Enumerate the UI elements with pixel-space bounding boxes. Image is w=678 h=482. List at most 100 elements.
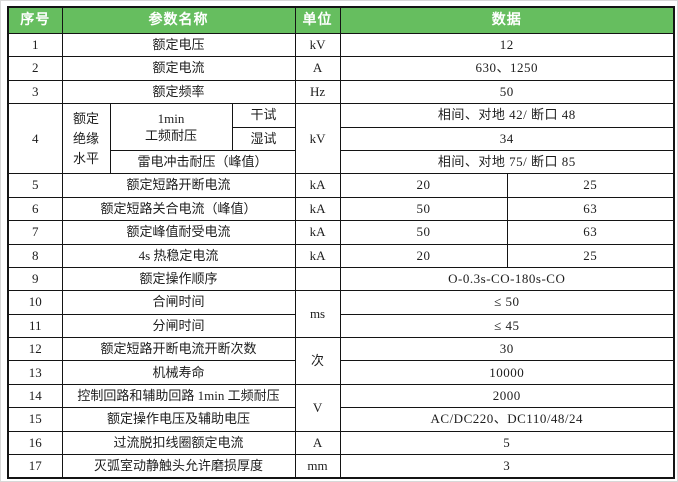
table-row: 12 额定短路开断电流开断次数 次 30 xyxy=(7,337,675,385)
group-label-line: 水平 xyxy=(72,150,99,166)
param-cell: 过流脱扣线圈额定电流 xyxy=(61,430,296,456)
data-cell-b: 25 xyxy=(506,243,675,268)
serial-cell: 10 xyxy=(7,290,63,315)
param-cell: 额定电流 xyxy=(61,56,296,81)
table-row: 9 额定操作顺序 O-0.3s-CO-180s-CO xyxy=(7,266,675,292)
table-row: 湿试 34 xyxy=(8,126,675,151)
data-cell: 12 xyxy=(339,32,675,58)
serial-cell: 3 xyxy=(7,79,63,105)
serial-cell: 8 xyxy=(7,243,63,268)
table-row: 11 分闸时间 ≤ 45 xyxy=(7,313,675,339)
unit-cell: V xyxy=(294,383,341,432)
unit-cell: kA xyxy=(294,220,341,245)
table-row: 17 灭弧室动静触头允许磨损厚度 mm 3 xyxy=(7,454,675,479)
lightning-impulse-cell: 雷电冲击耐压（峰值） xyxy=(109,149,296,175)
dry-test-cell: 干试 xyxy=(231,103,296,128)
param-cell: 额定短路关合电流（峰值） xyxy=(61,196,296,222)
data-cell: 30 xyxy=(339,337,675,362)
param-cell: 灭弧室动静触头允许磨损厚度 xyxy=(61,454,296,479)
table-row: 4 额定 绝缘 水平 1min 工频耐压 干试 kV 相间、对地 42/ 断口 … xyxy=(7,103,675,175)
serial-cell: 11 xyxy=(7,313,63,339)
header-param-name: 参数名称 xyxy=(61,6,296,34)
unit-cell xyxy=(294,266,341,292)
table-row: 15 额定操作电压及辅助电压 AC/DC220、DC110/48/24 xyxy=(7,407,675,432)
unit-cell: A xyxy=(294,430,341,456)
data-cell: 相间、对地 42/ 断口 48 xyxy=(339,103,675,128)
data-cell-a: 50 xyxy=(339,220,508,245)
serial-cell: 7 xyxy=(7,220,63,245)
table-row: 10 合闸时间 ms ≤ 50 xyxy=(7,290,675,339)
serial-cell: 13 xyxy=(7,360,63,385)
unit-cell: mm xyxy=(294,454,341,479)
data-cell-b: 63 xyxy=(506,220,675,245)
serial-cell: 4 xyxy=(7,103,63,175)
table-row: 5 额定短路开断电流 kA 20 25 xyxy=(7,173,675,198)
data-cell: 34 xyxy=(339,126,675,151)
serial-cell: 17 xyxy=(7,454,63,479)
data-cell: 50 xyxy=(339,79,675,105)
serial-cell: 2 xyxy=(7,56,63,81)
power-freq-label-line: 工频耐压 xyxy=(144,128,197,144)
data-cell: O-0.3s-CO-180s-CO xyxy=(339,266,675,292)
data-cell-b: 63 xyxy=(506,196,675,222)
param-cell: 额定短路开断电流开断次数 xyxy=(61,337,296,362)
wet-test-cell: 湿试 xyxy=(231,126,296,151)
group-label-line: 绝缘 xyxy=(72,130,99,146)
header-row: 序号 参数名称 单位 数据 xyxy=(7,6,675,34)
power-frequency-withstand-cell: 1min 工频耐压 xyxy=(109,103,233,151)
data-cell: 10000 xyxy=(339,360,675,385)
serial-cell: 5 xyxy=(7,173,63,198)
param-cell: 额定电压 xyxy=(61,32,296,58)
serial-cell: 1 xyxy=(7,32,63,58)
unit-cell: ms xyxy=(294,290,341,339)
data-cell: 3 xyxy=(339,454,675,479)
table-row: 6 额定短路关合电流（峰值） kA 50 63 xyxy=(7,196,675,222)
table-row: 8 4s 热稳定电流 kA 20 25 xyxy=(7,243,675,268)
data-cell: AC/DC220、DC110/48/24 xyxy=(339,407,675,432)
header-serial: 序号 xyxy=(7,6,63,34)
unit-cell: kA xyxy=(294,196,341,222)
serial-cell: 16 xyxy=(7,430,63,456)
unit-cell: kA xyxy=(294,173,341,198)
param-cell: 额定频率 xyxy=(61,79,296,105)
header-data: 数据 xyxy=(339,6,675,34)
table-row: 雷电冲击耐压（峰值） 相间、对地 75/ 断口 85 xyxy=(8,149,675,175)
power-freq-label-line: 1min xyxy=(157,111,185,127)
table-row: 1 额定电压 kV 12 xyxy=(7,32,675,58)
param-cell: 额定短路开断电流 xyxy=(61,173,296,198)
table-row: 3 额定频率 Hz 50 xyxy=(7,79,675,105)
data-cell: 2000 xyxy=(339,383,675,409)
param-cell: 4s 热稳定电流 xyxy=(61,243,296,268)
table-row: 16 过流脱扣线圈额定电流 A 5 xyxy=(7,430,675,456)
data-cell-a: 50 xyxy=(339,196,508,222)
serial-cell: 12 xyxy=(7,337,63,362)
header-unit: 单位 xyxy=(294,6,341,34)
table-row: 14 控制回路和辅助回路 1min 工频耐压 V 2000 xyxy=(7,383,675,432)
unit-cell: 次 xyxy=(294,337,341,385)
insulation-level-group-cell: 额定 绝缘 水平 xyxy=(61,103,111,175)
table-row: 7 额定峰值耐受电流 kA 50 63 xyxy=(7,220,675,245)
data-cell-a: 20 xyxy=(339,243,508,268)
unit-cell: kV xyxy=(294,103,341,175)
param-cell: 额定操作顺序 xyxy=(61,266,296,292)
group-label-line: 额定 xyxy=(72,110,99,126)
unit-cell: kA xyxy=(294,243,341,268)
serial-cell: 14 xyxy=(7,383,63,409)
unit-cell: Hz xyxy=(294,79,341,105)
unit-cell: A xyxy=(294,56,341,81)
data-cell: 相间、对地 75/ 断口 85 xyxy=(339,149,675,175)
param-cell: 分闸时间 xyxy=(61,313,296,339)
param-cell: 机械寿命 xyxy=(61,360,296,385)
data-cell-b: 25 xyxy=(506,173,675,198)
data-cell-a: 20 xyxy=(339,173,508,198)
serial-cell: 6 xyxy=(7,196,63,222)
param-cell: 合闸时间 xyxy=(61,290,296,315)
table-row: 2 额定电流 A 630、1250 xyxy=(7,56,675,81)
param-cell: 额定峰值耐受电流 xyxy=(61,220,296,245)
param-cell: 额定操作电压及辅助电压 xyxy=(61,407,296,432)
data-cell: ≤ 45 xyxy=(339,313,675,339)
data-cell: 630、1250 xyxy=(339,56,675,81)
data-cell: ≤ 50 xyxy=(339,290,675,315)
data-cell: 5 xyxy=(339,430,675,456)
